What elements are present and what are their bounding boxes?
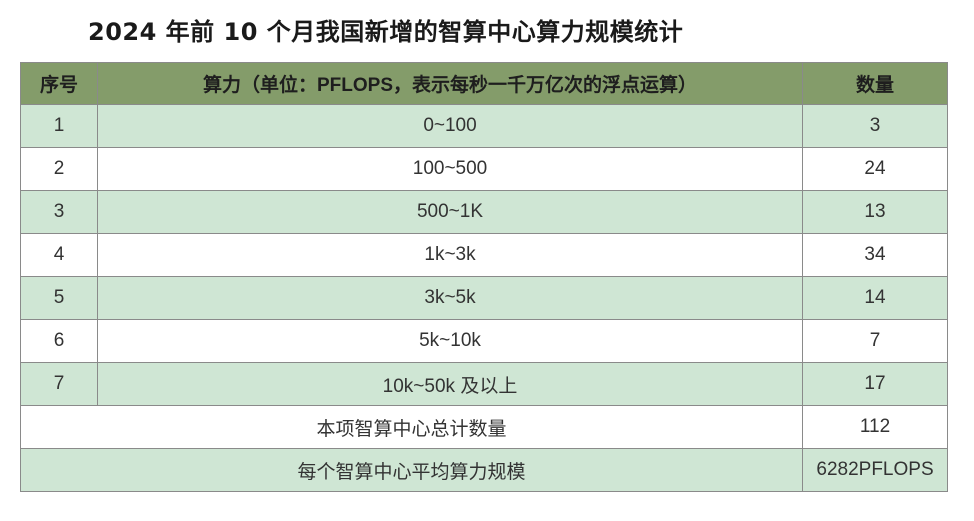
table-header-row: 序号 算力（单位：PFLOPS，表示每秒一千万亿次的浮点运算） 数量 bbox=[20, 62, 948, 105]
table-row: 6 5k~10k 7 bbox=[20, 319, 948, 363]
row-count: 24 bbox=[802, 147, 948, 191]
average-label: 每个智算中心平均算力规模 bbox=[20, 448, 803, 492]
table-row: 5 3k~5k 14 bbox=[20, 276, 948, 320]
row-index: 6 bbox=[20, 319, 98, 363]
table-row: 1 0~100 3 bbox=[20, 104, 948, 148]
average-row: 每个智算中心平均算力规模 6282PFLOPS bbox=[20, 448, 948, 492]
table-row: 2 100~500 24 bbox=[20, 147, 948, 191]
stats-table: 序号 算力（单位：PFLOPS，表示每秒一千万亿次的浮点运算） 数量 1 0~1… bbox=[20, 62, 948, 492]
row-count: 13 bbox=[802, 190, 948, 234]
row-capacity: 5k~10k bbox=[97, 319, 803, 363]
row-capacity: 100~500 bbox=[97, 147, 803, 191]
row-index: 4 bbox=[20, 233, 98, 277]
average-value: 6282PFLOPS bbox=[802, 448, 948, 492]
total-row: 本项智算中心总计数量 112 bbox=[20, 405, 948, 449]
row-count: 7 bbox=[802, 319, 948, 363]
table-row: 3 500~1K 13 bbox=[20, 190, 948, 234]
row-count: 17 bbox=[802, 362, 948, 406]
table-row: 7 10k~50k 及以上 17 bbox=[20, 362, 948, 406]
row-count: 3 bbox=[802, 104, 948, 148]
row-capacity: 10k~50k 及以上 bbox=[97, 362, 803, 406]
row-count: 34 bbox=[802, 233, 948, 277]
header-count: 数量 bbox=[802, 62, 948, 105]
row-capacity: 500~1K bbox=[97, 190, 803, 234]
row-capacity: 0~100 bbox=[97, 104, 803, 148]
header-capacity: 算力（单位：PFLOPS，表示每秒一千万亿次的浮点运算） bbox=[97, 62, 803, 105]
row-count: 14 bbox=[802, 276, 948, 320]
total-value: 112 bbox=[802, 405, 948, 449]
row-capacity: 1k~3k bbox=[97, 233, 803, 277]
row-capacity: 3k~5k bbox=[97, 276, 803, 320]
header-index: 序号 bbox=[20, 62, 98, 105]
row-index: 3 bbox=[20, 190, 98, 234]
page-title: 2024 年前 10 个月我国新增的智算中心算力规模统计 bbox=[88, 18, 684, 46]
table-row: 4 1k~3k 34 bbox=[20, 233, 948, 277]
row-index: 2 bbox=[20, 147, 98, 191]
row-index: 7 bbox=[20, 362, 98, 406]
row-index: 5 bbox=[20, 276, 98, 320]
total-label: 本项智算中心总计数量 bbox=[20, 405, 803, 449]
row-index: 1 bbox=[20, 104, 98, 148]
